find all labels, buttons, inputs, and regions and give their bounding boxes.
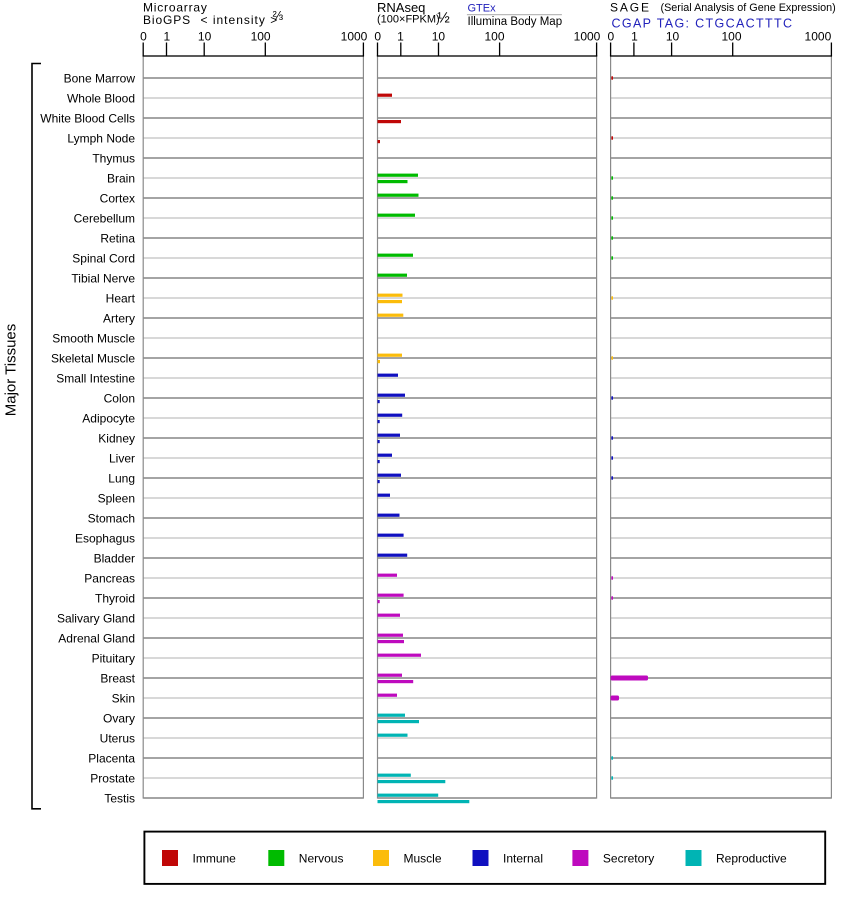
svg-text:Lung: Lung: [108, 471, 135, 485]
svg-text:RNAseq: RNAseq: [377, 0, 425, 15]
svg-text:100: 100: [484, 30, 504, 44]
svg-text:(Serial Analysis of Gene Expre: (Serial Analysis of Gene Expression): [661, 2, 836, 14]
svg-text:Skeletal Muscle: Skeletal Muscle: [51, 351, 135, 365]
svg-text:Bone Marrow: Bone Marrow: [64, 71, 136, 85]
svg-text:Adrenal Gland: Adrenal Gland: [58, 631, 135, 645]
svg-text:Placenta: Placenta: [88, 751, 135, 765]
svg-text:Reproductive: Reproductive: [716, 852, 787, 866]
svg-text:Retina: Retina: [100, 231, 135, 245]
svg-text:Spleen: Spleen: [98, 491, 135, 505]
svg-text:100: 100: [721, 30, 741, 44]
svg-text:Kidney: Kidney: [98, 431, 135, 445]
svg-text:Internal: Internal: [503, 852, 543, 866]
svg-text:Stomach: Stomach: [88, 511, 135, 525]
svg-text:Spinal Cord: Spinal Cord: [72, 251, 135, 265]
svg-text:Esophagus: Esophagus: [75, 531, 135, 545]
svg-text:1: 1: [397, 30, 404, 44]
svg-text:1: 1: [163, 30, 170, 44]
svg-text:0: 0: [607, 30, 614, 44]
svg-text:Whole Blood: Whole Blood: [67, 91, 135, 105]
svg-text:1000: 1000: [574, 30, 601, 44]
svg-text:SAGE: SAGE: [610, 0, 651, 14]
svg-text:GTEx: GTEx: [468, 2, 497, 14]
svg-text:Thymus: Thymus: [92, 151, 135, 165]
svg-text:⅔: ⅔: [273, 9, 284, 23]
svg-text:Artery: Artery: [103, 311, 135, 325]
svg-text:Heart: Heart: [106, 291, 136, 305]
svg-text:Liver: Liver: [109, 451, 135, 465]
svg-text:100: 100: [251, 30, 271, 44]
svg-text:1: 1: [631, 30, 638, 44]
svg-text:Adipocyte: Adipocyte: [82, 411, 135, 425]
svg-text:Prostate: Prostate: [90, 771, 135, 785]
svg-text:Smooth Muscle: Smooth Muscle: [52, 331, 135, 345]
svg-text:Cerebellum: Cerebellum: [74, 211, 135, 225]
svg-text:BioGPS: BioGPS: [143, 13, 191, 27]
svg-text:Ovary: Ovary: [103, 711, 135, 725]
svg-text:Colon: Colon: [104, 391, 135, 405]
svg-text:< intensity >: < intensity >: [201, 13, 279, 27]
svg-text:Tibial Nerve: Tibial Nerve: [71, 271, 135, 285]
svg-text:Cortex: Cortex: [100, 191, 135, 205]
svg-text:Bladder: Bladder: [94, 551, 135, 565]
svg-text:Uterus: Uterus: [100, 731, 135, 745]
svg-text:0: 0: [374, 30, 381, 44]
svg-text:1000: 1000: [341, 30, 368, 44]
svg-text:1000: 1000: [805, 30, 832, 44]
svg-text:0: 0: [140, 30, 147, 44]
svg-text:Lymph Node: Lymph Node: [67, 131, 135, 145]
svg-text:White Blood Cells: White Blood Cells: [40, 111, 135, 125]
svg-text:Small Intestine: Small Intestine: [56, 371, 135, 385]
svg-text:Nervous: Nervous: [299, 852, 344, 866]
svg-text:Secretory: Secretory: [603, 852, 654, 866]
svg-text:Pituitary: Pituitary: [92, 651, 135, 665]
svg-text:(100×FPKM): (100×FPKM): [377, 13, 440, 25]
svg-text:Salivary Gland: Salivary Gland: [57, 611, 135, 625]
svg-text:Skin: Skin: [112, 691, 135, 705]
svg-text:Testis: Testis: [104, 791, 135, 805]
svg-text:Microarray: Microarray: [143, 0, 208, 14]
svg-text:½: ½: [437, 9, 450, 26]
svg-text:Major Tissues: Major Tissues: [3, 324, 20, 417]
svg-text:Immune: Immune: [193, 852, 237, 866]
svg-text:Breast: Breast: [100, 671, 135, 685]
svg-text:CGAP TAG: CTGCACTTTC: CGAP TAG: CTGCACTTTC: [612, 16, 794, 30]
svg-text:Muscle: Muscle: [404, 852, 442, 866]
svg-text:Pancreas: Pancreas: [84, 571, 135, 585]
svg-text:10: 10: [666, 30, 680, 44]
svg-text:10: 10: [432, 30, 446, 44]
svg-text:Brain: Brain: [107, 171, 135, 185]
svg-text:Illumina Body Map: Illumina Body Map: [468, 16, 563, 28]
svg-text:10: 10: [198, 30, 212, 44]
svg-text:Thyroid: Thyroid: [95, 591, 135, 605]
